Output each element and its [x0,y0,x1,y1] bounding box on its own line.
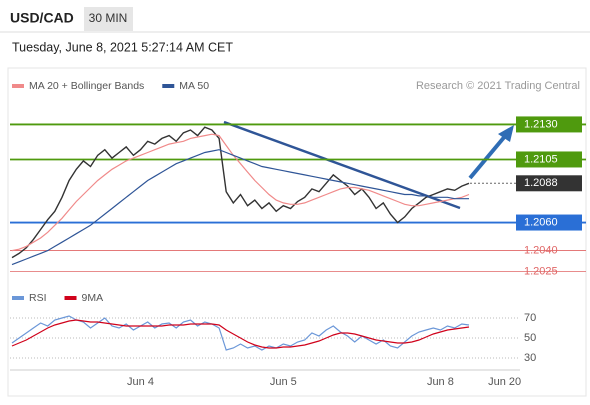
last-price-box [516,175,582,192]
level-label: 1.2025 [524,265,558,277]
legend-swatch [12,296,24,300]
series-line [11,133,470,252]
series-line [11,315,470,351]
chart-frame [7,67,587,397]
x-tick-label: Jun 5 [270,376,297,388]
legend-label: RSI [29,292,47,304]
level-label: 1.2060 [524,216,558,228]
legend-label: 9MA [82,292,104,304]
level-box [516,151,582,168]
timeframe-box[interactable] [84,7,133,31]
x-tick-label: Jun 20 [488,376,521,388]
series-line [11,126,470,259]
y-tick-label: 70 [524,312,536,324]
x-tick-label: Jun 8 [427,376,454,388]
arrow-head [498,125,514,142]
timeframe[interactable]: 30 MIN [89,11,128,25]
y-tick-label: 50 [524,332,536,344]
legend-label: MA 50 [179,80,209,92]
legend-swatch [162,84,175,88]
y-tick-label: 30 [524,352,536,364]
symbol: USD/CAD [10,10,74,26]
series-line [11,319,470,349]
legend-swatch [64,296,77,300]
legend-label: MA 20 + Bollinger Bands [29,80,144,92]
legend-swatch [12,84,24,88]
datetime: Tuesday, June 8, 2021 5:27:14 AM CET [12,40,233,54]
level-box [516,116,582,133]
trend-line [223,120,461,210]
source: Research © 2021 Trading Central [416,80,580,92]
level-label: 1.2040 [524,244,558,256]
last-price-label: 1.2088 [524,177,558,189]
series-line [11,149,469,266]
forecast-arrow [468,133,508,180]
level-label: 1.2105 [524,153,558,165]
level-label: 1.2130 [524,118,558,130]
x-tick-label: Jun 4 [127,376,154,388]
level-box [516,214,582,231]
